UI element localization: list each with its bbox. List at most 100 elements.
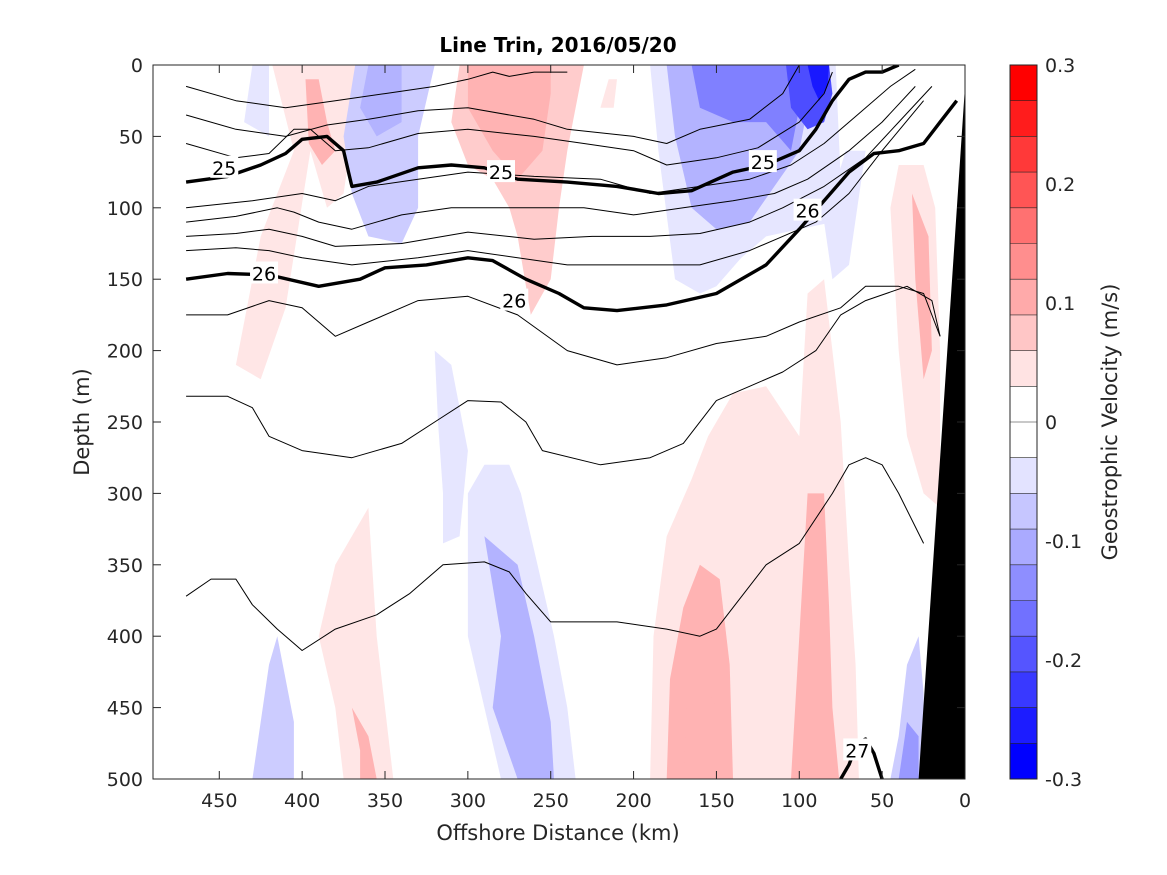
- colorbar-tick-label: -0.3: [1045, 769, 1082, 791]
- y-tick-label: 50: [119, 126, 143, 148]
- x-tick-label: 250: [533, 790, 569, 812]
- colorbar-frame: [1009, 64, 1038, 780]
- colorbar-swatch: [1010, 136, 1037, 173]
- colorbar-swatch: [1010, 707, 1037, 744]
- x-tick-label: 400: [284, 790, 320, 812]
- y-tick-label: 300: [107, 483, 143, 505]
- colorbar: 0.3 0.2 0.1 0 -0.1 -0.2 -0.3: [1009, 55, 1082, 791]
- velocity-patch: [235, 65, 311, 380]
- thin-contour-line: [185, 65, 800, 144]
- y-tick-label: 200: [107, 341, 143, 363]
- contour-label: 25: [751, 152, 775, 174]
- velocity-patch: [434, 350, 468, 544]
- contour-label: 27: [845, 740, 869, 762]
- velocity-patch: [898, 721, 919, 779]
- x-tick-label: 100: [781, 790, 817, 812]
- velocity-patch: [807, 65, 830, 101]
- contour-label-bg: [250, 261, 279, 284]
- contour-label: 25: [489, 162, 513, 184]
- velocity-patch: [912, 193, 932, 380]
- x-tick-label: 350: [367, 790, 403, 812]
- velocity-patch: [305, 79, 336, 165]
- y-axis-label: Depth (m): [70, 368, 94, 475]
- thin-contour-line: [186, 285, 941, 466]
- velocity-patch: [824, 150, 866, 280]
- x-tick-label: 300: [450, 790, 486, 812]
- thin-contour-line: [185, 457, 925, 651]
- thin-contour-line: [186, 68, 916, 209]
- contour-label: 26: [502, 291, 526, 313]
- velocity-patch: [666, 564, 733, 779]
- colorbar-tick-label: 0.3: [1045, 55, 1075, 77]
- x-tick-label: 50: [870, 790, 894, 812]
- contour-label: 26: [252, 263, 276, 285]
- contour-label-bg: [748, 150, 777, 173]
- contour-label-bg: [793, 198, 822, 221]
- velocity-field: [235, 65, 941, 779]
- x-tick-label: 200: [615, 790, 651, 812]
- colorbar-swatch: [1010, 243, 1037, 280]
- y-tick-label: 350: [107, 555, 143, 577]
- velocity-patch: [467, 65, 551, 180]
- bathymetry-polygon: [918, 65, 965, 779]
- contour-label: 26: [795, 201, 819, 223]
- colorbar-swatch: [1010, 279, 1037, 316]
- velocity-patch: [252, 636, 294, 779]
- thin-contour-line: [186, 86, 933, 247]
- colorbar-swatch: [1010, 457, 1037, 494]
- velocity-patch: [683, 679, 717, 779]
- colorbar-tick-label: -0.2: [1045, 650, 1082, 672]
- x-tick-label: 0: [959, 790, 971, 812]
- colorbar-swatch: [1010, 172, 1037, 209]
- colorbar-swatch: [1010, 350, 1037, 387]
- contour-label-bg: [487, 160, 515, 183]
- x-tick-label: 450: [201, 790, 237, 812]
- colorbar-label: Geostrophic Velocity (m/s): [1098, 284, 1122, 561]
- thin-contour-line: [186, 86, 916, 230]
- y-tick-label: 100: [107, 198, 143, 220]
- thin-contour-line: [185, 71, 833, 166]
- thin-contour-line: [186, 285, 941, 366]
- chart-title: Line Trin, 2016/05/20: [439, 33, 676, 57]
- colorbar-swatch: [1010, 636, 1037, 673]
- velocity-patch: [791, 493, 840, 779]
- contour-label-bg: [500, 288, 529, 311]
- velocity-patch: [600, 79, 617, 108]
- velocity-patch: [318, 507, 394, 779]
- y-tick-label: 400: [107, 626, 143, 648]
- thin-contour-line: [186, 100, 924, 266]
- colorbar-swatch: [1010, 564, 1037, 601]
- velocity-patch: [484, 536, 554, 779]
- velocity-patch: [351, 707, 377, 779]
- velocity-patch: [691, 65, 800, 151]
- y-tick-label: 500: [107, 769, 143, 791]
- contour-label-bg: [843, 738, 872, 761]
- y-tick-label: 150: [107, 269, 143, 291]
- contour-label-bg: [210, 155, 239, 178]
- axes: 450 400 350 300 250 200 150 100 50 00501001502002…: [107, 55, 971, 812]
- thin-contour-line: [185, 71, 568, 109]
- contour-labels: 25 25 25 26 26 26 27: [210, 150, 872, 762]
- colorbar-tick-label: 0.1: [1045, 293, 1075, 315]
- colorbar-swatch: [1010, 100, 1037, 137]
- isopycnal-thin-contours: [185, 65, 941, 651]
- colorbar-tick-label: 0.2: [1045, 174, 1075, 196]
- bathymetry-mask: [918, 65, 965, 779]
- y-tick-label: 0: [131, 55, 143, 77]
- colorbar-swatch: [1010, 422, 1037, 459]
- colorbar-swatch: [1010, 314, 1037, 352]
- x-axis-label: Offshore Distance (km): [436, 821, 679, 845]
- colorbar-swatch: [1010, 493, 1037, 530]
- x-tick-label: 150: [698, 790, 734, 812]
- colorbar-tick-label: 0: [1045, 412, 1057, 434]
- thick-contour-line: [185, 99, 959, 313]
- y-tick-label: 450: [107, 698, 143, 720]
- colorbar-swatch: [1010, 207, 1037, 244]
- thick-contour-line: [185, 65, 900, 196]
- colorbar-swatch: [1010, 600, 1037, 637]
- y-tick-label: 250: [107, 412, 143, 434]
- contour-label: 25: [212, 158, 236, 180]
- colorbar-tick-label: -0.1: [1045, 531, 1082, 553]
- colorbar-swatch: [1010, 743, 1037, 780]
